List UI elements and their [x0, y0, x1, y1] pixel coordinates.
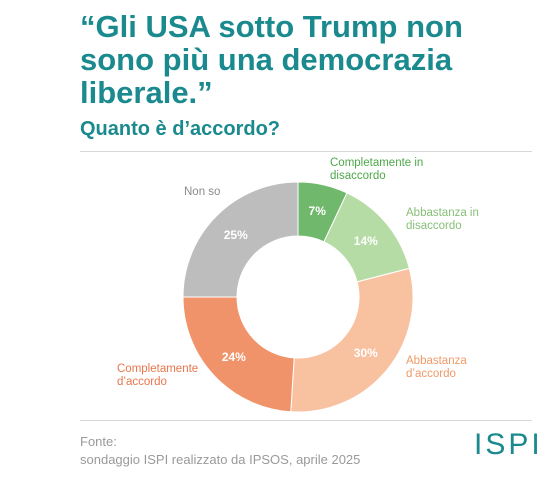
- category-label: Abbastanza in disaccordo: [406, 207, 479, 232]
- divider: [80, 420, 532, 421]
- value-label: 7%: [308, 204, 326, 219]
- category-label: Completamente in disaccordo: [330, 157, 424, 182]
- donut-slice: [182, 296, 295, 413]
- value-label: 30%: [353, 346, 378, 361]
- source-label: Fonte:: [80, 434, 117, 449]
- category-label: Non so: [184, 186, 221, 198]
- category-label: Abbastanza d’accordo: [406, 355, 467, 380]
- value-label: 24%: [221, 350, 246, 365]
- category-label: Completamente d’accordo: [117, 363, 199, 388]
- source: sondaggio ISPI realizzato da IPSOS, apri…: [80, 452, 361, 467]
- chart-subtitle: Quanto è d’accordo?: [80, 118, 281, 140]
- chart-title: “Gli USA sotto Trump non sono più una de…: [80, 9, 463, 110]
- divider: [80, 151, 532, 152]
- value-label: 25%: [223, 227, 248, 242]
- value-label: 14%: [353, 233, 378, 248]
- donut-slice: [182, 181, 299, 298]
- logo: ISPI: [474, 428, 543, 461]
- donut-slice: [290, 267, 414, 413]
